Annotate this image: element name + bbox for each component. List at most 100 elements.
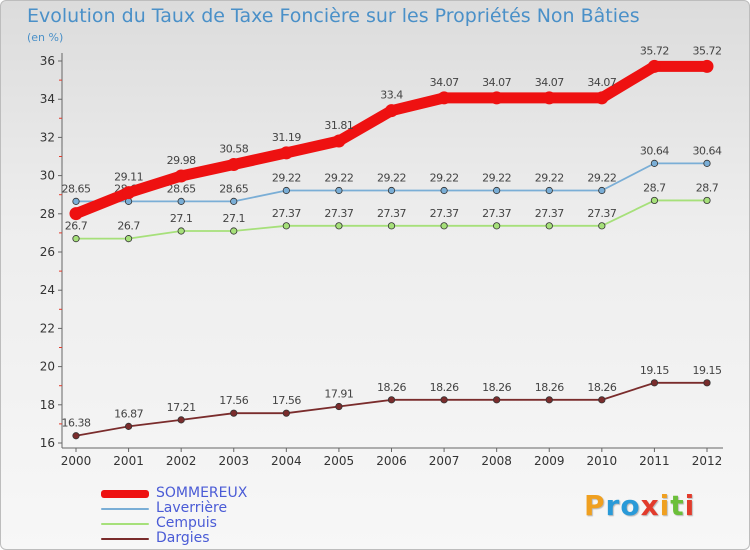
data-label: 27.37 <box>587 207 616 220</box>
data-point <box>493 396 501 404</box>
data-point <box>542 91 556 105</box>
x-tick-label: 2008 <box>481 454 512 468</box>
data-label: 29.22 <box>324 171 353 184</box>
data-point <box>230 227 238 235</box>
data-label: 17.91 <box>324 388 353 401</box>
data-point <box>440 396 448 404</box>
data-point <box>335 402 343 411</box>
legend-swatch <box>101 508 149 510</box>
logo-letter: i <box>659 489 671 522</box>
data-point <box>227 158 241 172</box>
data-label: 18.26 <box>430 381 459 394</box>
data-label: 26.7 <box>65 220 88 233</box>
data-label: 29.22 <box>377 171 406 184</box>
x-tick-label: 2007 <box>429 454 460 468</box>
data-label: 16.87 <box>114 407 143 420</box>
data-label: 27.37 <box>482 207 511 220</box>
data-label: 27.37 <box>377 207 406 220</box>
data-point <box>700 59 714 73</box>
data-label: 18.26 <box>587 381 616 394</box>
data-label: 18.26 <box>535 381 564 394</box>
x-tick-label: 2012 <box>692 454 723 468</box>
data-point <box>124 235 133 243</box>
x-tick-label: 2011 <box>639 454 670 468</box>
data-label: 29.98 <box>167 154 196 167</box>
legend-label: SOMMEREUX <box>156 485 248 501</box>
data-point <box>490 91 504 105</box>
y-tick-label: 32 <box>40 130 55 144</box>
x-tick-label: 2004 <box>271 454 302 468</box>
data-point <box>387 186 396 195</box>
data-label: 17.21 <box>167 401 196 414</box>
data-point <box>72 197 80 205</box>
logo-letter: t <box>670 489 685 522</box>
data-point <box>545 222 553 230</box>
y-tick-label: 24 <box>40 283 55 297</box>
legend-swatch <box>101 523 149 525</box>
legend-label: Laverrière <box>156 500 228 516</box>
data-point <box>230 409 238 417</box>
data-label: 27.37 <box>535 207 564 220</box>
y-tick-label: 28 <box>40 207 55 221</box>
data-label: 29.11 <box>114 171 143 184</box>
data-label: 29.22 <box>482 171 511 184</box>
data-point <box>387 222 396 230</box>
data-label: 29.22 <box>272 171 301 184</box>
data-label: 18.26 <box>482 381 511 394</box>
unit-label: (en %) <box>27 31 64 44</box>
x-tick-label: 2003 <box>218 454 249 468</box>
data-point <box>122 186 136 200</box>
data-label: 17.56 <box>219 394 248 407</box>
data-point <box>174 169 188 183</box>
data-point <box>335 222 343 230</box>
data-point <box>493 222 501 230</box>
data-point <box>595 91 609 105</box>
logo-letter: o <box>620 489 641 522</box>
data-label: 27.37 <box>324 207 353 220</box>
proxiti-logo: Proxiti <box>584 489 695 522</box>
data-point <box>440 186 448 195</box>
data-point <box>230 197 238 205</box>
data-label: 19.15 <box>640 364 669 377</box>
data-label: 34.07 <box>482 76 511 89</box>
data-label: 31.81 <box>324 119 353 132</box>
data-label: 34.07 <box>587 76 616 89</box>
data-point <box>72 432 80 440</box>
data-point <box>177 416 185 424</box>
legend-swatch <box>101 490 149 498</box>
x-tick-label: 2009 <box>534 454 565 468</box>
logo-letter: P <box>584 489 606 522</box>
data-point <box>282 186 290 195</box>
chart-title: Evolution du Taux de Taxe Foncière sur l… <box>27 5 640 27</box>
data-label: 31.19 <box>272 131 301 144</box>
data-point <box>124 422 133 430</box>
data-point <box>650 159 659 167</box>
data-label: 28.7 <box>696 181 719 194</box>
logo-letter: i <box>684 489 696 522</box>
data-label: 30.64 <box>640 144 669 157</box>
data-label: 30.58 <box>219 143 248 156</box>
data-point <box>282 222 290 230</box>
data-label: 35.72 <box>640 44 669 57</box>
legend-swatch <box>101 538 149 540</box>
data-label: 27.37 <box>430 207 459 220</box>
data-label: 28.65 <box>219 182 248 195</box>
data-label: 33.4 <box>380 89 403 102</box>
data-point <box>650 379 659 387</box>
data-point <box>437 91 451 105</box>
data-point <box>72 235 80 243</box>
data-point <box>440 222 448 230</box>
data-point <box>598 186 606 195</box>
data-label: 19.15 <box>693 364 722 377</box>
y-tick-label: 30 <box>40 169 55 183</box>
data-label: 18.26 <box>377 381 406 394</box>
data-point <box>282 409 290 417</box>
data-label: 30.64 <box>693 144 722 157</box>
data-point <box>387 396 396 404</box>
data-label: 27.1 <box>223 212 246 225</box>
data-point <box>598 222 606 230</box>
legend-label: Cempuis <box>156 515 217 531</box>
data-label: 34.07 <box>535 76 564 89</box>
